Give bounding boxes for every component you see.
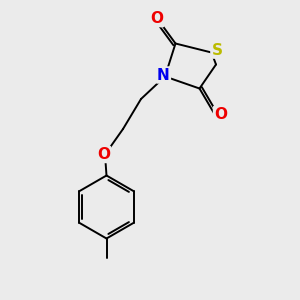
Text: O: O	[214, 107, 227, 122]
Text: N: N	[157, 68, 170, 82]
Text: O: O	[150, 11, 163, 26]
Text: O: O	[97, 147, 110, 162]
Text: S: S	[212, 43, 222, 58]
